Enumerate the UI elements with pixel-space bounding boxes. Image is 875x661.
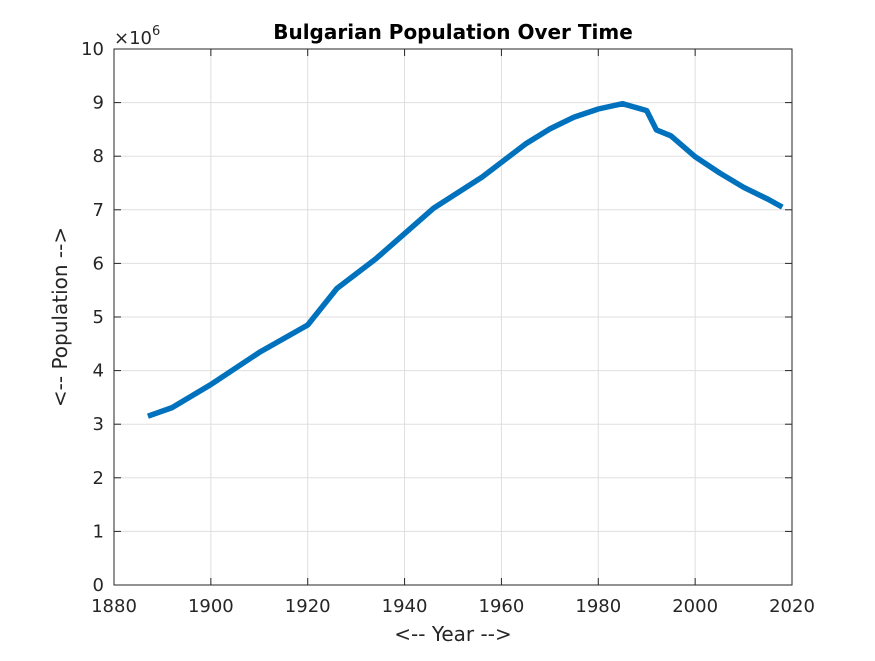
population-series-line xyxy=(146,100,784,419)
chart-title: Bulgarian Population Over Time xyxy=(273,20,633,44)
x-tick-label: 1960 xyxy=(479,596,525,617)
x-axis-ticks: 1880 1900 1920 1940 1960 1980 2000 2020 xyxy=(91,49,815,617)
y-axis-ticks: 0 1 2 3 4 5 6 7 8 9 10 xyxy=(81,39,792,596)
y-tick-label: 10 xyxy=(81,39,104,60)
y-tick-label: 8 xyxy=(93,146,104,167)
x-tick-label: 2000 xyxy=(672,596,718,617)
y-exponent-base: ×10 xyxy=(114,28,152,49)
x-tick-label: 2020 xyxy=(769,596,815,617)
y-exponent-label: ×106 xyxy=(114,24,160,49)
x-tick-label: 1980 xyxy=(575,596,621,617)
x-tick-label: 1880 xyxy=(91,596,137,617)
series-layer xyxy=(146,100,784,419)
y-exponent-power: 6 xyxy=(152,24,160,39)
x-tick-label: 1900 xyxy=(188,596,234,617)
y-tick-label: 5 xyxy=(93,307,104,328)
y-tick-label: 3 xyxy=(93,414,104,435)
y-tick-label: 4 xyxy=(93,361,104,382)
x-tick-label: 1920 xyxy=(285,596,331,617)
x-tick-label: 1940 xyxy=(382,596,428,617)
x-axis-label: <-- Year --> xyxy=(394,622,511,646)
y-tick-label: 6 xyxy=(93,253,104,274)
y-tick-label: 1 xyxy=(93,521,104,542)
y-tick-label: 7 xyxy=(93,200,104,221)
y-tick-label: 2 xyxy=(93,468,104,489)
y-tick-label: 0 xyxy=(93,575,104,596)
y-tick-label: 9 xyxy=(93,93,104,114)
y-axis-label: <-- Population --> xyxy=(48,227,72,407)
